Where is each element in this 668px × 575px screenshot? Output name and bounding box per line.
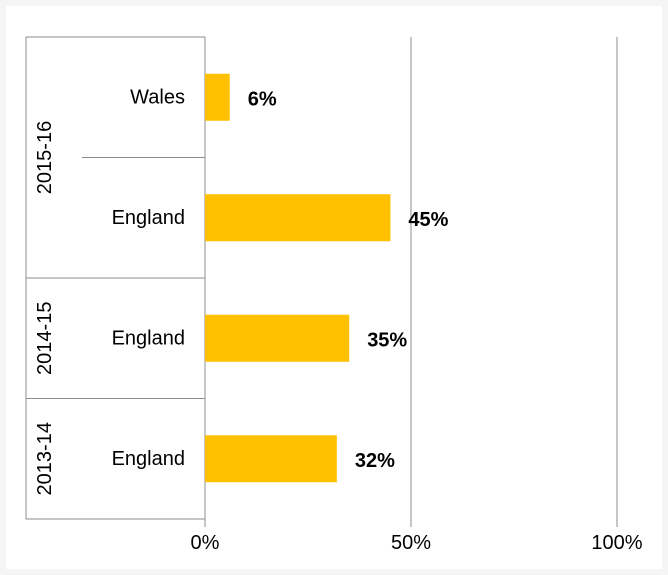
category-label: England bbox=[112, 327, 185, 349]
category-label: England bbox=[112, 448, 185, 470]
data-label: 32% bbox=[355, 450, 395, 472]
data-label: 45% bbox=[408, 209, 448, 231]
bars bbox=[205, 73, 391, 483]
x-tick-label: 100% bbox=[591, 532, 642, 554]
x-tick-label: 50% bbox=[391, 532, 431, 554]
group-label: 2015-16 bbox=[34, 121, 56, 194]
category-axis bbox=[25, 36, 205, 520]
data-label: 6% bbox=[248, 88, 277, 110]
category-label: England bbox=[112, 207, 185, 229]
bar bbox=[205, 194, 391, 242]
bar bbox=[205, 435, 337, 483]
labels: 0% 50% 100% 2015-16 2014-15 2013-14 Wales 6% Eng… bbox=[34, 86, 643, 554]
data-label: 35% bbox=[367, 329, 407, 351]
group-label: 2014-15 bbox=[34, 302, 56, 375]
bar bbox=[205, 73, 230, 121]
category-label: Wales bbox=[130, 86, 185, 108]
group-label: 2013-14 bbox=[34, 422, 56, 495]
chart-panel: 0% 50% 100% 2015-16 2014-15 2013-14 Wales 6% Eng… bbox=[6, 6, 662, 569]
bar-chart: 0% 50% 100% 2015-16 2014-15 2013-14 Wales 6% Eng… bbox=[25, 36, 643, 554]
x-tick-label: 0% bbox=[191, 532, 220, 554]
bar bbox=[205, 314, 350, 362]
